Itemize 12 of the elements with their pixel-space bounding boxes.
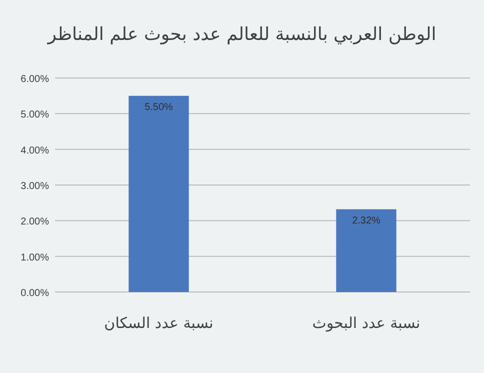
y-tick-label: 6.00% (20, 74, 50, 85)
y-tick-label: 0.00% (20, 288, 50, 299)
chart-title: الوطن العربي بالنسبة للعالم عدد بحوث علم المناظر (46, 24, 436, 45)
y-tick-label: 4.00% (20, 145, 50, 156)
y-tick-label: 2.00% (20, 216, 50, 228)
x-tick-label: نسبة عدد السكان (104, 314, 214, 332)
data-label: 2.32% (352, 215, 381, 226)
data-label: 5.50% (144, 102, 174, 113)
y-tick-label: 3.00% (20, 181, 50, 192)
y-tick-label: 5.00% (20, 110, 50, 121)
x-tick-label: نسبة عدد البحوث (312, 314, 420, 332)
y-tick-label: 1.00% (20, 252, 50, 264)
